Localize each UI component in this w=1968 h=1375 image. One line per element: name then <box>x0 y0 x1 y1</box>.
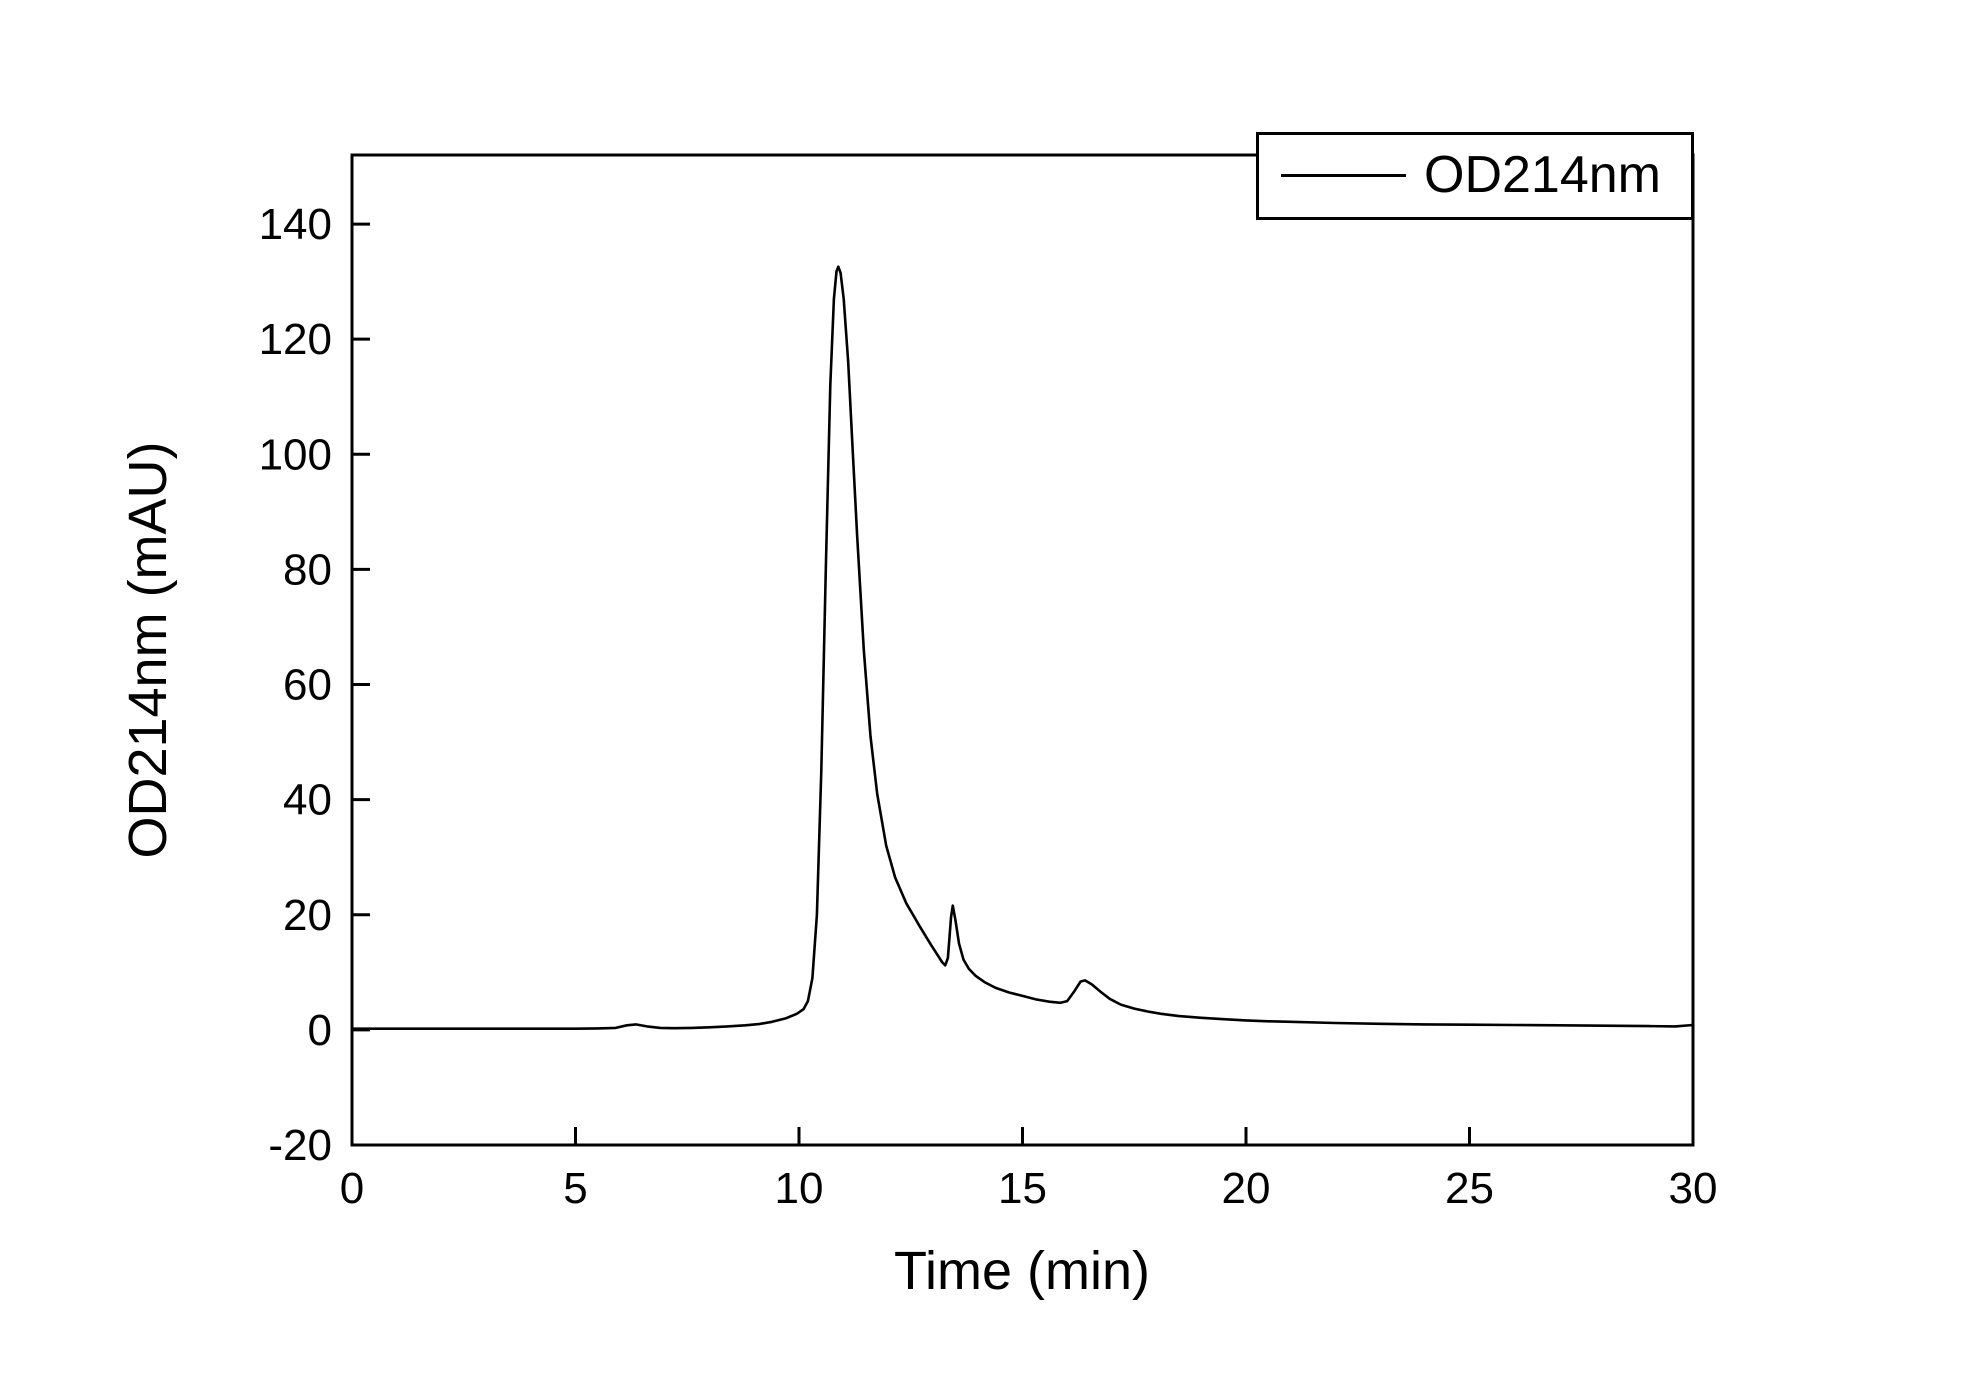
y-tick-label: 60 <box>283 661 332 710</box>
y-tick-label: 80 <box>283 545 332 594</box>
legend-label: OD214nm <box>1424 146 1661 204</box>
legend-line-sample <box>1281 173 1406 177</box>
x-tick-label: 20 <box>1222 1164 1271 1213</box>
y-axis-title: OD214nm (mAU) <box>118 441 178 859</box>
x-tick-label: 5 <box>563 1164 587 1213</box>
x-tick-label: 10 <box>775 1164 824 1213</box>
y-tick-label: 40 <box>283 776 332 825</box>
y-tick-label: 140 <box>259 200 332 249</box>
x-tick-label: 0 <box>340 1164 364 1213</box>
series-line <box>350 265 1695 1030</box>
x-axis-title: Time (min) <box>894 1241 1150 1301</box>
y-tick-label: 100 <box>259 430 332 479</box>
x-tick-label: 25 <box>1445 1164 1494 1213</box>
y-tick-label: 20 <box>283 891 332 940</box>
legend: OD214nm <box>1256 132 1694 220</box>
y-tick-label: 120 <box>259 315 332 364</box>
y-tick-label: 0 <box>308 1006 332 1055</box>
y-tick-label: -20 <box>268 1121 332 1170</box>
x-tick-label: 15 <box>998 1164 1047 1213</box>
x-tick-label: 30 <box>1669 1164 1718 1213</box>
